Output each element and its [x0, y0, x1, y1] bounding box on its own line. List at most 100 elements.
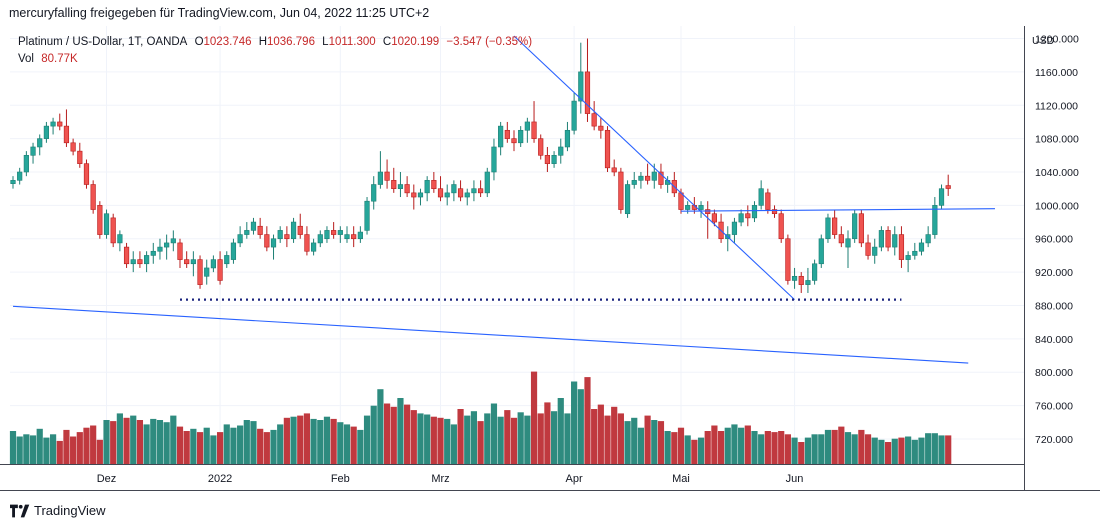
candle-body	[357, 231, 363, 240]
price-tick-label: 760.000	[1035, 401, 1073, 413]
candle-body	[364, 200, 370, 231]
volume-bar	[858, 429, 865, 464]
candle-body	[731, 221, 738, 235]
candle-body	[451, 184, 457, 194]
volume-bar	[945, 435, 952, 464]
candle-body	[651, 171, 657, 181]
volume-bar	[818, 434, 825, 464]
volume-bar	[564, 413, 571, 464]
share-title: mercuryfalling freigegeben für TradingVi…	[9, 6, 430, 20]
drawings[interactable]	[12, 35, 995, 364]
volume-bar	[884, 442, 892, 464]
volume-bar	[878, 439, 885, 464]
volume-bar	[871, 437, 878, 464]
volume-bar	[9, 431, 17, 464]
volume-bar	[604, 415, 611, 464]
candle-body	[90, 184, 96, 210]
volume-bar	[524, 415, 531, 464]
volume-bar	[404, 404, 411, 464]
volume-bar	[417, 413, 424, 464]
volume-bar	[63, 429, 70, 464]
candle-body	[304, 234, 310, 252]
footer: TradingView	[10, 501, 106, 521]
volume-bar	[110, 421, 117, 464]
candle-body	[892, 234, 898, 248]
candle-body	[811, 263, 818, 281]
volume-bar	[931, 433, 938, 464]
candle-body	[544, 155, 550, 164]
time-tick-label: 2022	[208, 473, 232, 485]
tradingview-logo-icon[interactable]	[10, 504, 30, 518]
candle-body	[177, 242, 183, 260]
volume-bar	[310, 418, 317, 464]
volume-bar	[677, 427, 685, 464]
candle-body	[511, 138, 517, 144]
time-tick-label: Jun	[786, 473, 804, 485]
time-tick-label: Feb	[331, 473, 350, 485]
candle-body	[885, 230, 891, 248]
candle-body	[371, 184, 377, 202]
candle-body	[110, 217, 116, 244]
candle-body	[618, 171, 624, 210]
volume-bar	[457, 409, 464, 464]
volume-bar	[771, 432, 778, 464]
volume-bar	[56, 440, 63, 464]
volume-bar	[49, 434, 57, 464]
volume-bar	[764, 431, 771, 464]
candle-body	[244, 230, 250, 235]
volume-bar	[717, 431, 725, 464]
price-tick-label: 880.000	[1035, 300, 1073, 312]
volume-bar	[891, 438, 898, 464]
volume-bar	[70, 436, 77, 464]
volume-bars	[9, 371, 952, 464]
candle-body	[431, 180, 437, 189]
legend-vol-label[interactable]: Vol	[18, 53, 34, 65]
volume-bar	[383, 403, 391, 464]
volume-bar	[591, 409, 598, 464]
legend-symbol[interactable]: Platinum / US-Dollar, 1T, OANDA	[18, 36, 188, 48]
candle-body	[17, 171, 23, 181]
candle-body	[297, 225, 303, 235]
volume-bar	[631, 417, 638, 464]
volume-bar	[390, 406, 397, 464]
volume-bar	[651, 420, 658, 464]
volume-bar	[243, 420, 250, 464]
candle-body	[424, 180, 430, 194]
trendline	[513, 35, 795, 301]
candle-body	[164, 242, 170, 248]
candle-body	[832, 217, 838, 235]
volume-bar	[664, 431, 671, 464]
candle-body	[250, 221, 257, 231]
volume-bar	[156, 420, 164, 464]
volume-bar	[477, 421, 484, 464]
volume-bar	[270, 429, 277, 464]
footer-brand[interactable]: TradingView	[34, 503, 106, 518]
volume-bar	[136, 420, 144, 464]
legend-close-label: C	[382, 36, 392, 48]
volume-bar	[557, 398, 564, 464]
volume-bar	[571, 381, 578, 464]
legend-high: 1036.796	[267, 36, 315, 48]
candle-body	[564, 129, 571, 148]
candle-body	[745, 213, 751, 219]
candle-body	[905, 255, 911, 260]
candle-body	[477, 188, 484, 194]
candle-body	[591, 113, 597, 127]
volume-bar	[824, 429, 832, 464]
volume-bar	[778, 431, 785, 464]
candle-body	[932, 205, 938, 235]
candle-body	[184, 259, 190, 265]
candle-body	[97, 205, 103, 235]
volume-bar	[290, 416, 297, 464]
candle-body	[397, 184, 404, 189]
candle-body	[818, 238, 824, 265]
volume-bar	[196, 432, 204, 464]
volume-bar	[16, 436, 23, 464]
candle-body	[130, 259, 136, 265]
candles	[10, 38, 951, 293]
candle-body	[337, 230, 343, 235]
candle-body	[945, 185, 951, 189]
candle-body	[384, 171, 390, 181]
candle-body	[678, 192, 684, 210]
